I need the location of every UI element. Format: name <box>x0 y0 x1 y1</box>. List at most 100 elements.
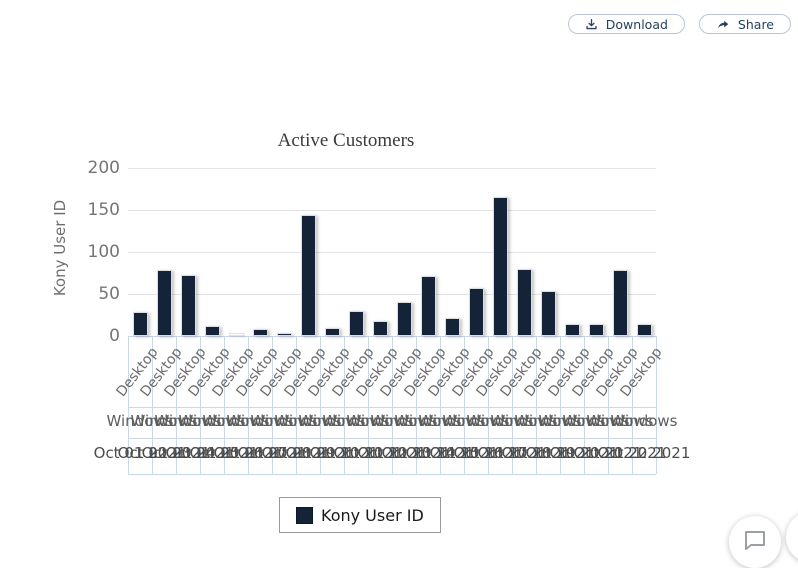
bar[interactable] <box>132 311 148 336</box>
axis-grid-line <box>176 336 177 474</box>
axis-grid-line <box>272 336 273 474</box>
x-label-os: Windows <box>418 412 486 430</box>
x-label-date: Oct 17 2021 <box>477 444 571 462</box>
axis-grid-line <box>512 336 513 474</box>
bar[interactable] <box>636 324 652 336</box>
x-label-os: Windows <box>610 412 678 430</box>
axis-grid-line <box>608 336 609 474</box>
x-label-date: Oct 09 2021 <box>285 444 379 462</box>
x-label-date: Oct 18 2021 <box>501 444 595 462</box>
x-label-date: Oct 01 2021 <box>93 444 187 462</box>
x-label-date: Oct 13 2021 <box>381 444 475 462</box>
x-label-date: Oct 03 2021 <box>141 444 235 462</box>
legend-swatch <box>296 506 313 524</box>
y-tick-label: 100 <box>87 242 120 262</box>
x-label-date: Oct 20 2021 <box>549 444 643 462</box>
axis-grid-line <box>440 336 441 474</box>
bar[interactable] <box>180 274 196 336</box>
axis-grid-line <box>368 336 369 474</box>
gridline <box>128 252 656 253</box>
legend[interactable]: Kony User ID <box>279 497 441 533</box>
bar[interactable] <box>492 196 508 336</box>
x-label-date: Oct 10 2021 <box>309 444 403 462</box>
x-label-os: Windows <box>538 412 606 430</box>
bar[interactable] <box>156 269 172 336</box>
x-label-date: Oct 16 2021 <box>453 444 547 462</box>
x-label-os: Windows <box>394 412 462 430</box>
bar[interactable] <box>444 317 460 336</box>
axis-grid-line <box>296 336 297 474</box>
gridline <box>128 294 656 295</box>
x-label-os: Windows <box>346 412 414 430</box>
bar[interactable] <box>300 215 316 336</box>
bar[interactable] <box>252 329 268 336</box>
bar[interactable] <box>612 269 628 336</box>
axis-grid-line <box>200 336 201 474</box>
bar[interactable] <box>204 325 220 336</box>
bar[interactable] <box>348 310 364 336</box>
bar[interactable] <box>228 333 244 336</box>
gridline <box>128 168 656 169</box>
x-label-os: Windows <box>322 412 390 430</box>
gridline <box>128 210 656 211</box>
axis-grid-line <box>488 336 489 474</box>
x-label-os: Windows <box>202 412 270 430</box>
axis-grid-line <box>584 336 585 474</box>
x-label-date: Oct 22 2021 <box>597 444 691 462</box>
axis-grid-line <box>320 336 321 474</box>
x-label-os: Windows <box>106 412 174 430</box>
chat-button[interactable] <box>729 516 781 568</box>
x-label-os: Windows <box>370 412 438 430</box>
toolbar: Download Share <box>567 14 791 34</box>
y-tick-label: 150 <box>87 200 120 220</box>
x-label-date: Oct 19 2021 <box>525 444 619 462</box>
axis-grid-line <box>128 336 129 474</box>
download-icon <box>585 18 598 31</box>
x-label-date: Oct 21 2021 <box>573 444 667 462</box>
bar[interactable] <box>276 332 292 336</box>
x-label-os: Windows <box>154 412 222 430</box>
x-label-os: Windows <box>442 412 510 430</box>
bar[interactable] <box>564 324 580 336</box>
y-tick-label: 200 <box>87 158 120 178</box>
x-label-os: Windows <box>490 412 558 430</box>
bar[interactable] <box>516 268 532 336</box>
edge-widget-button[interactable] <box>786 511 798 563</box>
x-label-os: Windows <box>562 412 630 430</box>
x-label-date: Oct 15 2021 <box>429 444 523 462</box>
share-button[interactable]: Share <box>698 14 791 34</box>
x-label-os: Windows <box>250 412 318 430</box>
bar[interactable] <box>540 290 556 336</box>
axis-grid-line <box>152 336 153 474</box>
axis-grid-line <box>248 336 249 474</box>
x-label-os: Windows <box>514 412 582 430</box>
bar[interactable] <box>372 320 388 336</box>
axis-grid-line <box>128 474 656 475</box>
axis-grid-line <box>392 336 393 474</box>
chat-bubble-icon <box>743 529 767 555</box>
x-label-os: Windows <box>586 412 654 430</box>
axis-grid-line <box>464 336 465 474</box>
bar[interactable] <box>420 276 436 336</box>
x-label-date: Oct 14 2021 <box>405 444 499 462</box>
x-label-date: Oct 04 2021 <box>165 444 259 462</box>
chart-title: Active Customers <box>277 130 415 151</box>
x-label-os: Windows <box>466 412 534 430</box>
axis-grid-line <box>656 336 657 474</box>
bar[interactable] <box>396 301 412 336</box>
axis-grid-line <box>224 336 225 474</box>
x-label-date: Oct 11 2021 <box>333 444 427 462</box>
bar[interactable] <box>324 327 340 336</box>
share-button-label: Share <box>737 16 774 32</box>
axis-grid-line <box>560 336 561 474</box>
x-label-date: Oct 06 2021 <box>213 444 307 462</box>
bar[interactable] <box>588 324 604 336</box>
axis-grid-line <box>632 336 633 474</box>
y-tick-label: 0 <box>109 326 120 346</box>
legend-label: Kony User ID <box>321 505 424 525</box>
x-label-os: Windows <box>226 412 294 430</box>
x-label-date: Oct 12 2021 <box>357 444 451 462</box>
y-tick-label: 50 <box>98 284 120 304</box>
download-button[interactable]: Download <box>567 14 685 34</box>
bar[interactable] <box>468 288 484 336</box>
